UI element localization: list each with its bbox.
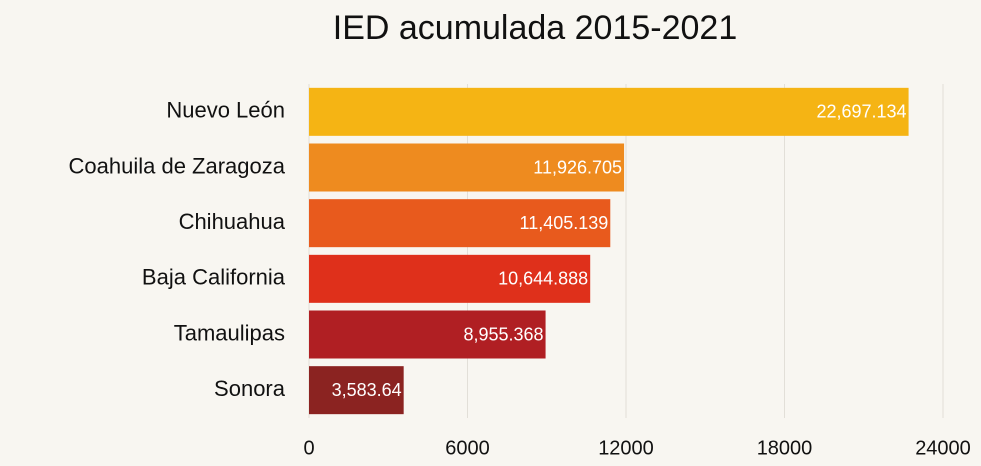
value-label: 22,697.134 (816, 102, 906, 122)
y-tick-label: Nuevo León (166, 98, 285, 123)
bar (309, 254, 591, 303)
y-tick-label: Coahuila de Zaragoza (69, 153, 286, 178)
value-label: 11,405.139 (520, 213, 609, 233)
y-tick-label: Chihuahua (179, 209, 286, 234)
bar (309, 87, 909, 136)
bar (309, 143, 625, 192)
value-label: 3,583.64 (332, 380, 402, 400)
value-label: 10,644.888 (498, 269, 588, 289)
x-tick-label: 12000 (598, 437, 654, 459)
value-label: 8,955.368 (463, 324, 543, 344)
x-tick-label: 6000 (445, 437, 490, 459)
x-tick-label: 0 (303, 437, 314, 459)
y-tick-label: Sonora (214, 376, 286, 401)
chart-title: IED acumulada 2015-2021 (333, 9, 738, 47)
y-tick-label: Tamaulipas (174, 320, 285, 345)
x-tick-label: 18000 (757, 437, 813, 459)
bar (309, 199, 611, 248)
y-tick-label: Baja California (142, 265, 286, 290)
x-tick-label: 24000 (915, 437, 971, 459)
value-label: 11,926.705 (533, 157, 622, 177)
bar (309, 310, 546, 359)
bar (309, 366, 404, 415)
